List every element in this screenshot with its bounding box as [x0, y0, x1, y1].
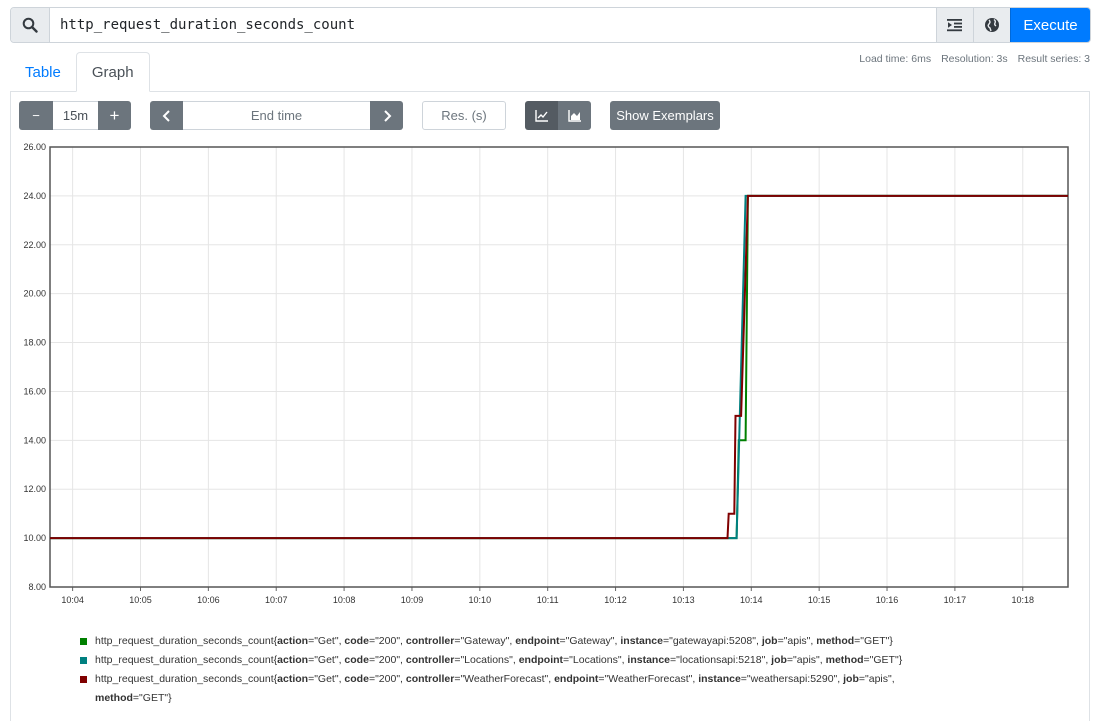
x-tick-label: 10:12	[604, 595, 627, 605]
previous-time-button[interactable]	[150, 101, 183, 130]
x-tick-label: 10:05	[129, 595, 152, 605]
query-bar: http_request_duration_seconds_count Exec…	[10, 7, 1091, 43]
legend-swatch	[80, 676, 87, 683]
y-tick-label: 18.00	[23, 338, 46, 348]
x-tick-label: 10:15	[808, 595, 831, 605]
legend-label: http_request_duration_seconds_count{acti…	[95, 635, 893, 647]
decrease-range-button[interactable]: −	[19, 101, 53, 130]
legend-swatch	[80, 638, 87, 645]
result-series: Result series: 3	[1017, 53, 1090, 65]
metrics-explorer-button[interactable]	[936, 8, 973, 42]
y-tick-label: 14.00	[23, 435, 46, 445]
execute-button[interactable]: Execute	[1010, 8, 1090, 42]
y-tick-label: 24.00	[23, 191, 46, 201]
y-tick-label: 12.00	[23, 484, 46, 494]
y-tick-label: 26.00	[23, 142, 46, 152]
series-line-3	[50, 194, 1068, 540]
series-line-2	[50, 194, 1068, 540]
x-tick-label: 10:11	[537, 595, 559, 605]
x-tick-label: 10:10	[469, 595, 492, 605]
line-chart-button[interactable]	[525, 101, 558, 130]
expression-input[interactable]: http_request_duration_seconds_count	[60, 17, 356, 33]
x-tick-label: 10:04	[61, 595, 84, 605]
chevron-left-icon	[162, 109, 170, 122]
range-input[interactable]: 15m	[53, 101, 98, 130]
x-tick-label: 10:07	[265, 595, 288, 605]
globe-icon	[985, 18, 999, 32]
stacked-chart-button[interactable]	[558, 101, 591, 130]
globe-button[interactable]	[973, 8, 1010, 42]
graph-chart: 8.00 10.00 12.00 14.00 16.00 18.00 20.00 22.00 2…	[10, 140, 1085, 610]
y-tick-label: 22.00	[23, 240, 46, 250]
end-time-control: End time	[150, 101, 403, 130]
show-exemplars-button[interactable]: Show Exemplars	[610, 101, 720, 130]
legend-label: http_request_duration_seconds_count{acti…	[95, 673, 895, 704]
next-time-button[interactable]	[370, 101, 403, 130]
x-tick-label: 10:17	[944, 595, 967, 605]
y-tick-label: 10.00	[23, 533, 46, 543]
load-time: Load time: 6ms	[859, 53, 932, 65]
x-tick-label: 10:14	[740, 595, 763, 605]
x-tick-label: 10:08	[333, 595, 356, 605]
resolution-control: Res. (s)	[422, 101, 506, 130]
legend-swatch	[80, 657, 87, 664]
increase-range-button[interactable]: +	[98, 101, 131, 130]
y-tick-label: 20.00	[23, 289, 46, 299]
x-tick-label: 10:13	[672, 595, 695, 605]
end-time-input[interactable]: End time	[183, 101, 370, 130]
y-tick-label: 8.00	[28, 582, 46, 592]
legend: http_request_duration_seconds_count{acti…	[80, 632, 960, 708]
list-indent-icon	[947, 19, 962, 32]
range-control: − 15m +	[19, 101, 131, 130]
chart-type-control	[525, 101, 591, 130]
y-tick-label: 16.00	[23, 386, 46, 396]
search-icon	[11, 8, 50, 42]
chart-svg: 8.00 10.00 12.00 14.00 16.00 18.00 20.00 22.00 2…	[23, 142, 1069, 605]
x-tick-label: 10:06	[197, 595, 220, 605]
tab-table[interactable]: Table	[25, 63, 61, 81]
line-chart-icon	[534, 109, 548, 122]
chevron-right-icon	[383, 109, 391, 122]
resolution-input[interactable]: Res. (s)	[422, 101, 506, 130]
x-tick-label: 10:18	[1011, 595, 1034, 605]
plot-frame	[49, 146, 1069, 588]
resolution: Resolution: 3s	[941, 53, 1008, 65]
legend-item[interactable]: http_request_duration_seconds_count{acti…	[80, 651, 960, 670]
x-tick-label: 10:09	[401, 595, 424, 605]
query-stats: Load time: 6ms Resolution: 3s Result ser…	[859, 53, 1090, 65]
legend-item[interactable]: http_request_duration_seconds_count{acti…	[80, 632, 960, 651]
stacked-chart-icon	[567, 109, 581, 122]
legend-item[interactable]: http_request_duration_seconds_count{acti…	[80, 670, 960, 708]
x-tick-label: 10:16	[876, 595, 899, 605]
series-line-1	[50, 194, 1068, 540]
tab-graph[interactable]: Graph	[75, 52, 150, 92]
legend-label: http_request_duration_seconds_count{acti…	[95, 654, 903, 666]
exemplars-control: Show Exemplars	[610, 101, 720, 130]
tabs: Table Graph	[10, 52, 150, 92]
